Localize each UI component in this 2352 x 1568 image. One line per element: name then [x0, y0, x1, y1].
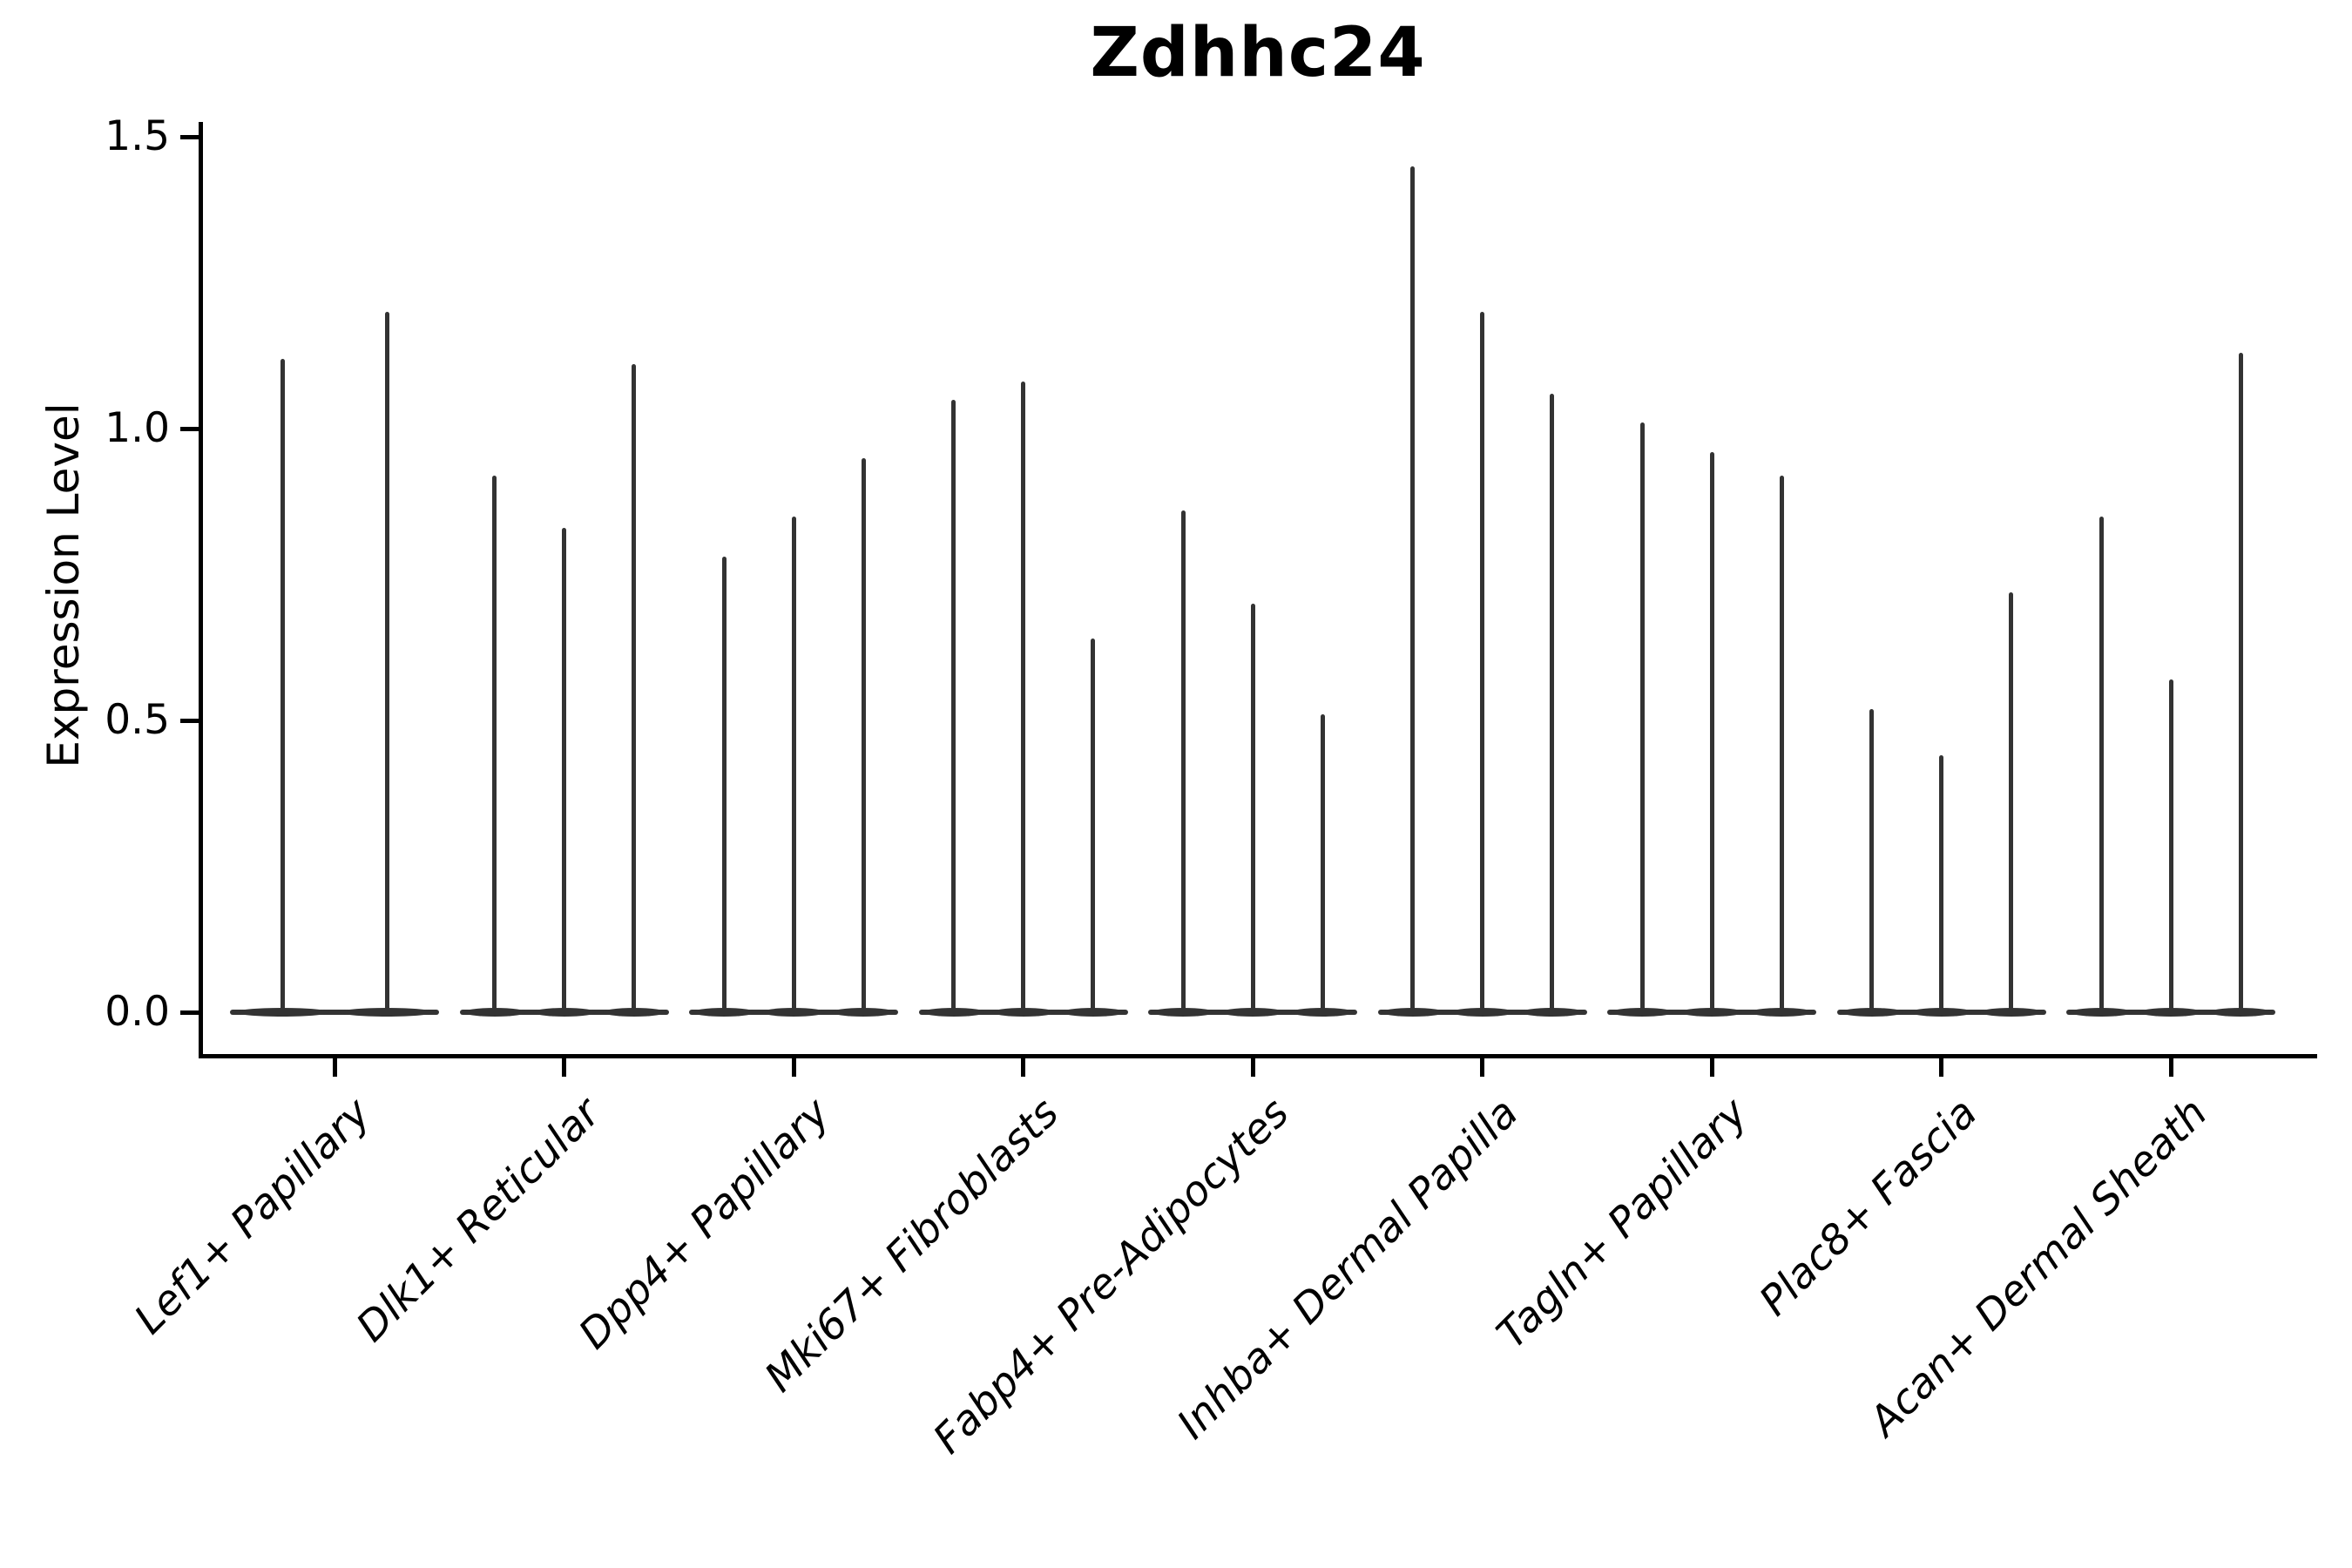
x-tick — [791, 1058, 796, 1077]
violin-body — [1291, 1008, 1354, 1017]
violin-zero-baseline — [230, 1010, 439, 1015]
violin-spike — [1320, 714, 1325, 1012]
violin-body — [1611, 1008, 1673, 1017]
violin-body — [832, 1008, 895, 1017]
x-tick-label: Dlk1+ Reticular — [347, 1089, 610, 1352]
violin-body — [1152, 1008, 1214, 1017]
violin-body — [991, 1008, 1055, 1017]
violin-spike — [492, 475, 497, 1012]
y-tick — [180, 718, 199, 723]
x-tick-label: Plac8+ Fascia — [1750, 1089, 1987, 1326]
violin-body — [235, 1008, 329, 1017]
violin-spike — [951, 399, 956, 1012]
violin-spike — [2009, 591, 2013, 1012]
violin-spike — [1779, 475, 1784, 1012]
x-tick — [332, 1058, 337, 1077]
violin-body — [1979, 1008, 2043, 1017]
violin-spike — [2099, 516, 2104, 1012]
violin-spike — [1550, 393, 1554, 1012]
x-tick — [2168, 1058, 2173, 1077]
violin-spike — [861, 457, 866, 1012]
violin-body — [2209, 1008, 2272, 1017]
y-tick-label: 0.0 — [105, 988, 170, 1036]
violin-body — [463, 1008, 526, 1017]
violin-spike — [791, 516, 796, 1012]
y-tick-label: 0.5 — [105, 696, 170, 744]
violin-spike — [562, 527, 566, 1012]
y-tick — [180, 426, 199, 431]
violin-spike — [1639, 422, 1645, 1012]
y-tick-label: 1.5 — [105, 112, 170, 160]
violin-body — [1381, 1008, 1444, 1017]
violin-spike — [1709, 451, 1714, 1012]
violin-spike — [2238, 352, 2243, 1012]
violin-body — [1750, 1008, 1813, 1017]
violin-spike — [632, 364, 636, 1012]
violin-body — [762, 1008, 825, 1017]
x-tick — [1480, 1058, 1484, 1077]
violin-body — [1840, 1008, 1903, 1017]
violin-spike — [1180, 510, 1186, 1012]
x-tick — [1250, 1058, 1255, 1077]
violin-body — [693, 1008, 755, 1017]
violin-spike — [1869, 708, 1874, 1012]
x-tick-label: Tagln+ Papillary — [1488, 1089, 1758, 1358]
violin-spike — [1480, 312, 1484, 1012]
violin-spike — [1939, 755, 1943, 1012]
violin-spike — [721, 557, 727, 1012]
violin-spike — [1410, 166, 1415, 1012]
violin-body — [340, 1008, 434, 1017]
y-tick — [180, 134, 199, 139]
violin-spike — [1021, 382, 1025, 1012]
violin-body — [1680, 1008, 1743, 1017]
violin-body — [1061, 1008, 1125, 1017]
violin-spike — [2168, 679, 2173, 1012]
violin-body — [602, 1008, 666, 1017]
violin-body — [2139, 1008, 2202, 1017]
violin-spike — [280, 358, 285, 1012]
violin-body — [922, 1008, 985, 1017]
x-tick — [1021, 1058, 1025, 1077]
x-tick — [1939, 1058, 1943, 1077]
y-axis-spine — [199, 122, 203, 1058]
violin-body — [532, 1008, 596, 1017]
violin-body — [1221, 1008, 1284, 1017]
violin-spike — [1091, 639, 1095, 1012]
violin-spike — [384, 312, 389, 1012]
violin-body — [2070, 1008, 2132, 1017]
violin-body — [1450, 1008, 1514, 1017]
violin-body — [1520, 1008, 1584, 1017]
violin-body — [1909, 1008, 1973, 1017]
x-tick-label: Lef1+ Papillary — [125, 1089, 381, 1344]
violin-spike — [1250, 604, 1255, 1012]
x-tick — [1709, 1058, 1714, 1077]
x-axis-spine — [199, 1054, 2317, 1058]
x-tick-label: Dpp4+ Papillary — [569, 1089, 840, 1359]
y-tick — [180, 1010, 199, 1015]
chart-title: Zdhhc24 — [1090, 14, 1426, 92]
x-tick — [562, 1058, 566, 1077]
y-tick-label: 1.0 — [105, 404, 170, 452]
